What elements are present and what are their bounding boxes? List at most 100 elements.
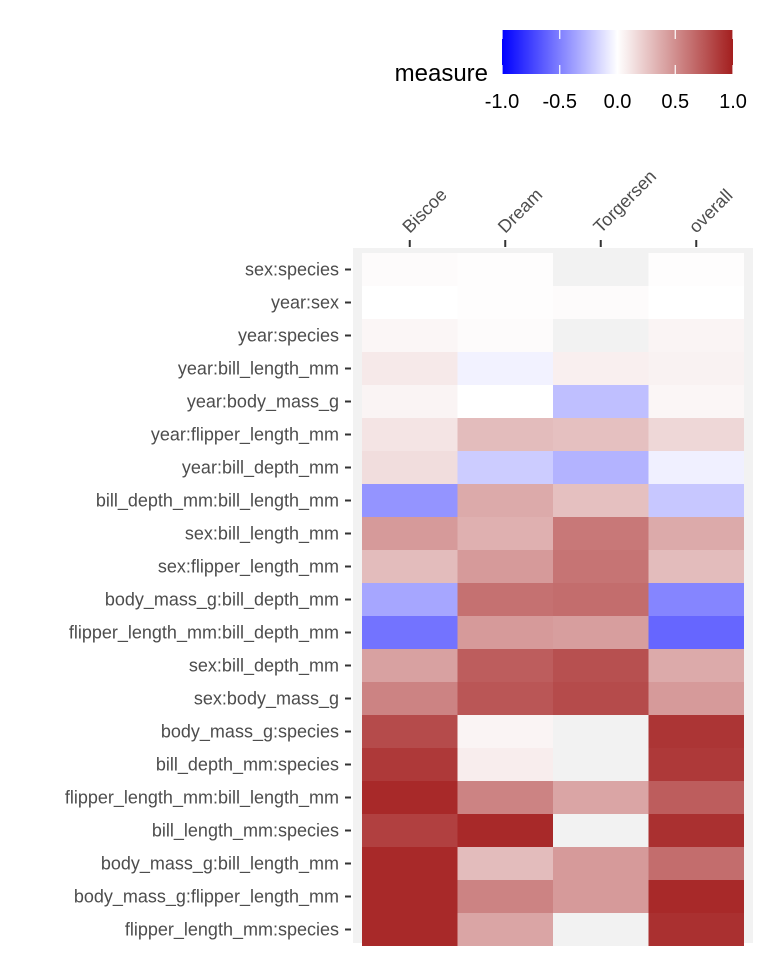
heatmap-cell	[362, 781, 458, 814]
heatmap-cell	[648, 484, 744, 517]
heatmap-cell	[648, 715, 744, 748]
heatmap-cell	[457, 649, 553, 682]
heatmap-cell	[457, 913, 553, 946]
heatmap-cell	[648, 352, 744, 385]
heatmap-cell	[553, 616, 649, 649]
heatmap-cell	[553, 682, 649, 715]
heatmap-cell	[553, 913, 649, 946]
heatmap-cell	[362, 253, 458, 286]
heatmap-cell	[648, 319, 744, 352]
row-label: bill_depth_mm:species	[156, 755, 339, 776]
heatmap-cell	[553, 484, 649, 517]
heatmap-cell	[362, 418, 458, 451]
heatmap-cell	[648, 748, 744, 781]
row-label: body_mass_g:flipper_length_mm	[74, 887, 339, 908]
heatmap-cell	[553, 418, 649, 451]
row-label: body_mass_g:species	[161, 722, 339, 743]
legend-tick-label: -1.0	[485, 91, 519, 113]
row-label: bill_length_mm:species	[152, 821, 339, 842]
heatmap-cell	[457, 880, 553, 913]
heatmap-cell	[648, 385, 744, 418]
heatmap-cell	[648, 781, 744, 814]
heatmap-cell	[362, 550, 458, 583]
heatmap-cell	[457, 550, 553, 583]
heatmap-cell	[648, 616, 744, 649]
legend-tick-label: 0.0	[604, 91, 632, 113]
row-label: body_mass_g:bill_length_mm	[101, 854, 339, 875]
heatmap-cell	[648, 649, 744, 682]
heatmap-cell	[648, 550, 744, 583]
color-legend: measure -1.0 -0.5 0.0 0.5 1.0	[395, 30, 747, 113]
heatmap-cell	[457, 847, 553, 880]
column-label: Biscoe	[398, 184, 450, 236]
heatmap-cell	[457, 583, 553, 616]
heatmap-cell	[362, 880, 458, 913]
heatmap-cell	[553, 781, 649, 814]
heatmap-cell	[362, 517, 458, 550]
heatmap-cell	[457, 253, 553, 286]
heatmap-cell	[553, 517, 649, 550]
heatmap-cell	[553, 550, 649, 583]
row-label: sex:body_mass_g	[194, 689, 339, 710]
heatmap-cell	[362, 286, 458, 319]
heatmap-cell	[457, 418, 553, 451]
heatmap-cell	[362, 319, 458, 352]
heatmap-cell	[362, 451, 458, 484]
heatmap-cell	[457, 451, 553, 484]
heatmap-cell	[362, 385, 458, 418]
row-label: flipper_length_mm:bill_length_mm	[65, 788, 339, 809]
heatmap-cell	[648, 517, 744, 550]
heatmap-cell	[362, 649, 458, 682]
heatmap-cell	[457, 682, 553, 715]
heatmap-cell	[648, 451, 744, 484]
row-label: year:bill_length_mm	[178, 359, 339, 380]
heatmap-cell	[648, 814, 744, 847]
heatmap-cell	[362, 715, 458, 748]
row-label: sex:bill_length_mm	[185, 524, 339, 545]
heatmap-cell	[553, 451, 649, 484]
heatmap-cell	[648, 847, 744, 880]
heatmap-cell	[362, 583, 458, 616]
row-label: year:species	[238, 326, 339, 346]
heatmap-cell	[553, 286, 649, 319]
row-label: bill_depth_mm:bill_length_mm	[96, 491, 339, 512]
row-label: year:flipper_length_mm	[151, 425, 339, 446]
row-label: flipper_length_mm:species	[125, 920, 339, 941]
column-label: overall	[685, 185, 737, 237]
heatmap-cell	[362, 814, 458, 847]
heatmap-cell	[457, 517, 553, 550]
heatmap-cell	[553, 847, 649, 880]
heatmap-cell	[457, 319, 553, 352]
heatmap-cell	[362, 748, 458, 781]
heatmap-cell	[457, 814, 553, 847]
legend-tick-label: -0.5	[543, 91, 577, 113]
heatmap-cell	[457, 286, 553, 319]
heatmap-cell	[457, 748, 553, 781]
heatmap-cell	[362, 913, 458, 946]
heatmap-cell	[648, 913, 744, 946]
heatmap-cell	[648, 583, 744, 616]
heatmap-cell	[362, 616, 458, 649]
heatmap-cell	[457, 385, 553, 418]
row-label: sex:flipper_length_mm	[158, 557, 339, 578]
heatmap-cell	[457, 484, 553, 517]
legend-title: measure	[395, 60, 488, 87]
heatmap-cell	[648, 880, 744, 913]
column-label: Dream	[494, 184, 546, 236]
row-label: year:sex	[271, 293, 339, 313]
heatmap-cell	[362, 682, 458, 715]
heatmap-cell	[553, 319, 649, 352]
legend-tick-label: 0.5	[661, 91, 689, 113]
row-label: flipper_length_mm:bill_depth_mm	[69, 623, 339, 644]
row-label: body_mass_g:bill_depth_mm	[105, 590, 339, 611]
heatmap-cell	[648, 418, 744, 451]
heatmap-cell	[553, 583, 649, 616]
heatmap-cell	[553, 748, 649, 781]
heatmap-cell	[457, 781, 553, 814]
heatmap-cell	[553, 715, 649, 748]
heatmap-cell	[457, 715, 553, 748]
heatmap-cell	[362, 352, 458, 385]
heatmap-cell	[553, 385, 649, 418]
heatmap-cell	[648, 253, 744, 286]
